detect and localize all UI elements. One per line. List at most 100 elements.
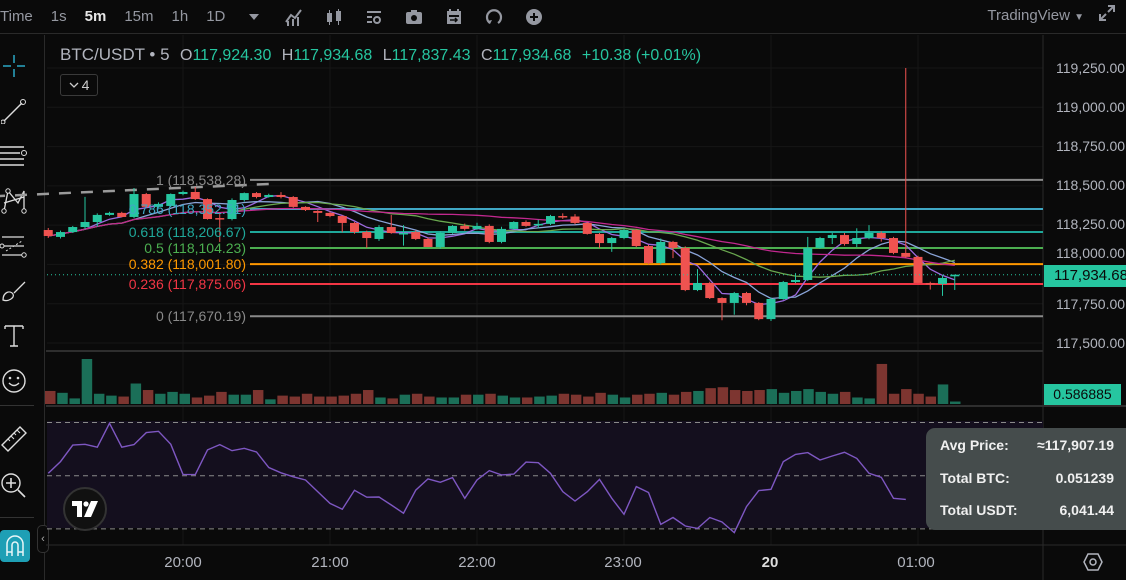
candle-body bbox=[301, 206, 310, 211]
fib-level-label: 0.382 (118,001.80) bbox=[128, 256, 246, 273]
volume-bar bbox=[632, 394, 643, 404]
time-tick: 21:00 bbox=[311, 554, 349, 571]
candle-body bbox=[141, 194, 151, 207]
interval-1d[interactable]: 1D bbox=[206, 8, 226, 25]
volume-bar bbox=[436, 397, 447, 404]
candle-body bbox=[239, 193, 249, 200]
candle-body bbox=[435, 232, 445, 247]
volume-bar bbox=[778, 392, 790, 404]
rsi-band bbox=[47, 421, 1043, 528]
candle-body bbox=[166, 194, 176, 206]
volume-bar bbox=[901, 389, 912, 404]
rsi-pane bbox=[47, 421, 1043, 534]
candle-body bbox=[313, 210, 323, 213]
candle bbox=[350, 221, 359, 234]
brand-menu[interactable]: TradingView ▼ bbox=[987, 7, 1084, 24]
current-volume-label: 0.586885 bbox=[1044, 384, 1121, 405]
text-icon[interactable] bbox=[0, 322, 28, 350]
candle-body bbox=[533, 223, 543, 226]
candle-body bbox=[92, 214, 102, 222]
time-tick: 20:00 bbox=[164, 554, 202, 571]
candle-body bbox=[680, 247, 690, 291]
candle-body bbox=[190, 191, 200, 200]
volume-bar bbox=[680, 391, 692, 404]
candle bbox=[509, 221, 519, 230]
candle bbox=[484, 224, 494, 244]
indicators-toggle-button[interactable]: 4 bbox=[60, 74, 98, 96]
volume-bar bbox=[595, 392, 606, 404]
emoji-icon[interactable] bbox=[0, 367, 28, 395]
candle-body bbox=[484, 225, 494, 242]
zoom-in-icon[interactable] bbox=[0, 472, 28, 500]
expand-icon[interactable] bbox=[1098, 4, 1116, 26]
time-tab[interactable]: Time bbox=[0, 8, 33, 25]
candle bbox=[656, 238, 666, 265]
ruler-icon[interactable] bbox=[0, 425, 28, 453]
price-tick: 119,250.00 bbox=[1056, 60, 1126, 76]
volume-bar bbox=[93, 393, 105, 404]
volume-bar bbox=[607, 394, 619, 404]
tradingview-logo[interactable] bbox=[63, 487, 107, 531]
candle-body bbox=[827, 235, 837, 239]
volume-bar bbox=[411, 393, 423, 404]
fib-channel-icon[interactable] bbox=[0, 232, 28, 260]
candle bbox=[497, 226, 506, 244]
magnet-icon[interactable] bbox=[0, 530, 30, 562]
replay-icon[interactable] bbox=[483, 6, 505, 28]
volume-bar bbox=[155, 393, 166, 404]
trend-line-icon[interactable] bbox=[0, 97, 28, 125]
candle bbox=[399, 225, 408, 246]
volume-bar bbox=[167, 391, 178, 404]
volume-bar bbox=[852, 397, 863, 404]
volume-bar bbox=[130, 383, 142, 404]
collapse-toolbar-button[interactable]: ‹ bbox=[37, 525, 49, 553]
candle bbox=[154, 202, 163, 208]
candle bbox=[766, 297, 776, 321]
volume-bar bbox=[950, 401, 961, 404]
candle-body bbox=[717, 298, 727, 303]
volume-bar bbox=[839, 391, 851, 404]
indicators-icon[interactable] bbox=[283, 6, 305, 28]
symbol-name[interactable]: BTC/USDT • 5 bbox=[60, 45, 170, 64]
volume-bar bbox=[277, 395, 288, 404]
candle-body bbox=[570, 216, 580, 223]
interval-1s[interactable]: 1s bbox=[50, 8, 67, 25]
candle-body bbox=[840, 235, 849, 244]
candle bbox=[570, 214, 580, 225]
candle bbox=[729, 291, 739, 315]
interval-5m[interactable]: 5m bbox=[84, 8, 107, 25]
interval-15m[interactable]: 15m bbox=[124, 8, 154, 25]
chevron-down-icon[interactable] bbox=[243, 6, 265, 28]
candles-icon[interactable] bbox=[323, 6, 345, 28]
volume-bar bbox=[350, 393, 362, 404]
volume-bar bbox=[399, 394, 411, 404]
candle-body bbox=[693, 282, 702, 291]
volume-bar bbox=[644, 393, 655, 404]
candle bbox=[80, 196, 90, 230]
volume-bar bbox=[742, 390, 753, 404]
candle-body bbox=[350, 222, 359, 233]
candle bbox=[411, 230, 421, 241]
pattern-icon[interactable] bbox=[0, 187, 28, 215]
settings-icon[interactable] bbox=[363, 6, 385, 28]
candle bbox=[215, 212, 225, 242]
candle-body bbox=[362, 232, 372, 239]
brush-icon[interactable] bbox=[0, 277, 28, 305]
brand-label: TradingView bbox=[987, 6, 1070, 24]
volume-bar bbox=[864, 398, 875, 404]
candle-body bbox=[386, 227, 396, 233]
chart-settings-icon[interactable] bbox=[1083, 552, 1103, 577]
candle bbox=[631, 229, 641, 248]
volume-bar bbox=[387, 398, 398, 404]
horizontal-lines-icon[interactable] bbox=[0, 142, 28, 170]
candle-body bbox=[729, 293, 739, 303]
calendar-icon[interactable] bbox=[443, 6, 465, 28]
candle bbox=[827, 232, 837, 244]
plus-circle-icon[interactable] bbox=[523, 6, 545, 28]
camera-icon[interactable] bbox=[403, 6, 425, 28]
candle-body bbox=[288, 197, 298, 207]
crosshair-icon[interactable] bbox=[0, 52, 28, 80]
interval-1h[interactable]: 1h bbox=[171, 8, 189, 25]
candle bbox=[693, 269, 702, 292]
